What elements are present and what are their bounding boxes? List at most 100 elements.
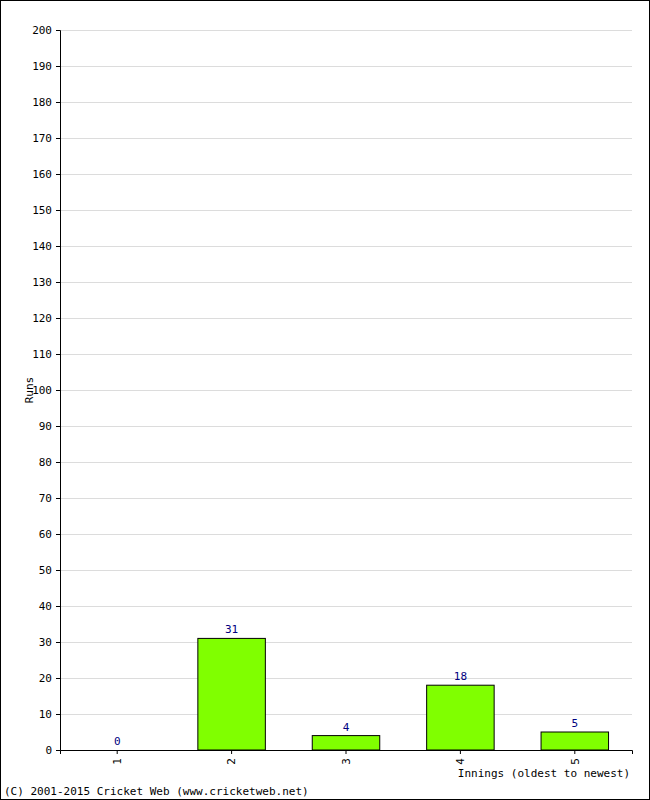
y-tick-mark	[56, 714, 60, 715]
x-tick-label: 1	[111, 758, 124, 765]
y-tick-mark	[56, 426, 60, 427]
x-tick-mark	[574, 750, 575, 754]
y-tick-label: 20	[39, 672, 52, 685]
x-tick-label: 2	[225, 758, 238, 765]
bar	[312, 736, 379, 750]
grid-line	[60, 426, 632, 427]
data-label: 4	[343, 721, 350, 734]
x-tick: 5	[569, 750, 582, 765]
y-tick-label: 120	[32, 312, 52, 325]
y-tick: 180	[32, 96, 60, 109]
y-tick-label: 200	[32, 24, 52, 37]
y-tick: 80	[39, 456, 60, 469]
y-tick: 0	[45, 744, 60, 757]
bar	[83, 750, 150, 751]
y-tick-label: 90	[39, 420, 52, 433]
y-tick-label: 130	[32, 276, 52, 289]
grid-line	[60, 642, 632, 643]
x-tick: 1	[111, 750, 124, 765]
y-tick-label: 80	[39, 456, 52, 469]
y-tick-label: 30	[39, 636, 52, 649]
y-tick-label: 150	[32, 204, 52, 217]
grid-line	[60, 174, 632, 175]
y-tick-mark	[56, 210, 60, 211]
bars	[198, 638, 609, 750]
grid-line	[60, 354, 632, 355]
grid-line	[60, 282, 632, 283]
chart-svg: 0102030405060708090100110120130140150160…	[0, 0, 650, 800]
y-tick-mark	[56, 606, 60, 607]
x-axis: 1 2 3 4 5	[61, 750, 633, 765]
data-label: 0	[114, 735, 121, 748]
data-labels: 0 31 4 18 5	[114, 623, 578, 748]
y-tick: 110	[32, 348, 60, 361]
annotation: (C) 2001-2015 Cricket Web (www.cricketwe…	[4, 785, 309, 798]
y-tick: 30	[39, 636, 60, 649]
bar	[198, 638, 265, 750]
y-tick: 200	[32, 24, 60, 37]
y-tick: 170	[32, 132, 60, 145]
grid-line	[60, 462, 632, 463]
x-tick-mark	[346, 750, 347, 754]
image-border	[1, 1, 650, 800]
grid-line	[60, 246, 632, 247]
x-axis-title: Innings (oldest to newest)	[458, 767, 630, 780]
y-tick-label: 170	[32, 132, 52, 145]
y-tick-label: 180	[32, 96, 52, 109]
y-tick-label: 0	[45, 744, 52, 757]
x-tick-label: 5	[569, 758, 582, 765]
grid-line	[60, 534, 632, 535]
grid-line	[60, 102, 632, 103]
y-tick-label: 110	[32, 348, 52, 361]
y-tick-label: 50	[39, 564, 52, 577]
grid-line	[60, 498, 632, 499]
grid-line	[60, 138, 632, 139]
y-axis-title: Runs	[23, 377, 36, 404]
y-tick-mark	[56, 282, 60, 283]
grid-line	[60, 318, 632, 319]
y-tick: 140	[32, 240, 60, 253]
grid-line	[60, 210, 632, 211]
x-tick-label: 4	[454, 758, 467, 765]
y-axis: 0102030405060708090100110120130140150160…	[32, 24, 60, 757]
x-tick: 2	[225, 750, 238, 765]
y-tick-mark	[56, 534, 60, 535]
grid-line	[60, 714, 632, 715]
y-tick-mark	[56, 354, 60, 355]
x-tick-mark	[231, 750, 232, 754]
y-tick: 60	[39, 528, 60, 541]
y-tick-mark	[56, 570, 60, 571]
y-tick-mark	[56, 678, 60, 679]
y-tick: 20	[39, 672, 60, 685]
x-tick: 4	[454, 750, 467, 765]
y-tick-label: 40	[39, 600, 52, 613]
y-axis-line	[56, 31, 61, 751]
data-label: 31	[225, 623, 238, 636]
x-tick-label: 3	[340, 758, 353, 765]
x-tick-mark	[117, 750, 118, 754]
y-tick-mark	[56, 174, 60, 175]
y-tick-mark	[56, 30, 60, 31]
y-tick-mark	[56, 66, 60, 67]
y-tick: 40	[39, 600, 60, 613]
y-tick-mark	[56, 642, 60, 643]
grid-line	[60, 66, 632, 67]
y-tick-label: 160	[32, 168, 52, 181]
bar	[541, 732, 608, 750]
y-tick: 190	[32, 60, 60, 73]
y-tick-label: 190	[32, 60, 52, 73]
x-tick-mark	[460, 750, 461, 754]
y-tick-mark	[56, 750, 60, 751]
y-tick: 100	[32, 384, 60, 397]
bar	[427, 685, 494, 750]
y-tick-mark	[56, 102, 60, 103]
y-tick: 160	[32, 168, 60, 181]
y-tick: 150	[32, 204, 60, 217]
data-label: 5	[571, 717, 578, 730]
grid-line	[60, 678, 632, 679]
y-tick-label: 10	[39, 708, 52, 721]
y-tick-mark	[56, 138, 60, 139]
data-label: 18	[454, 670, 467, 683]
y-tick: 50	[39, 564, 60, 577]
y-tick: 90	[39, 420, 60, 433]
